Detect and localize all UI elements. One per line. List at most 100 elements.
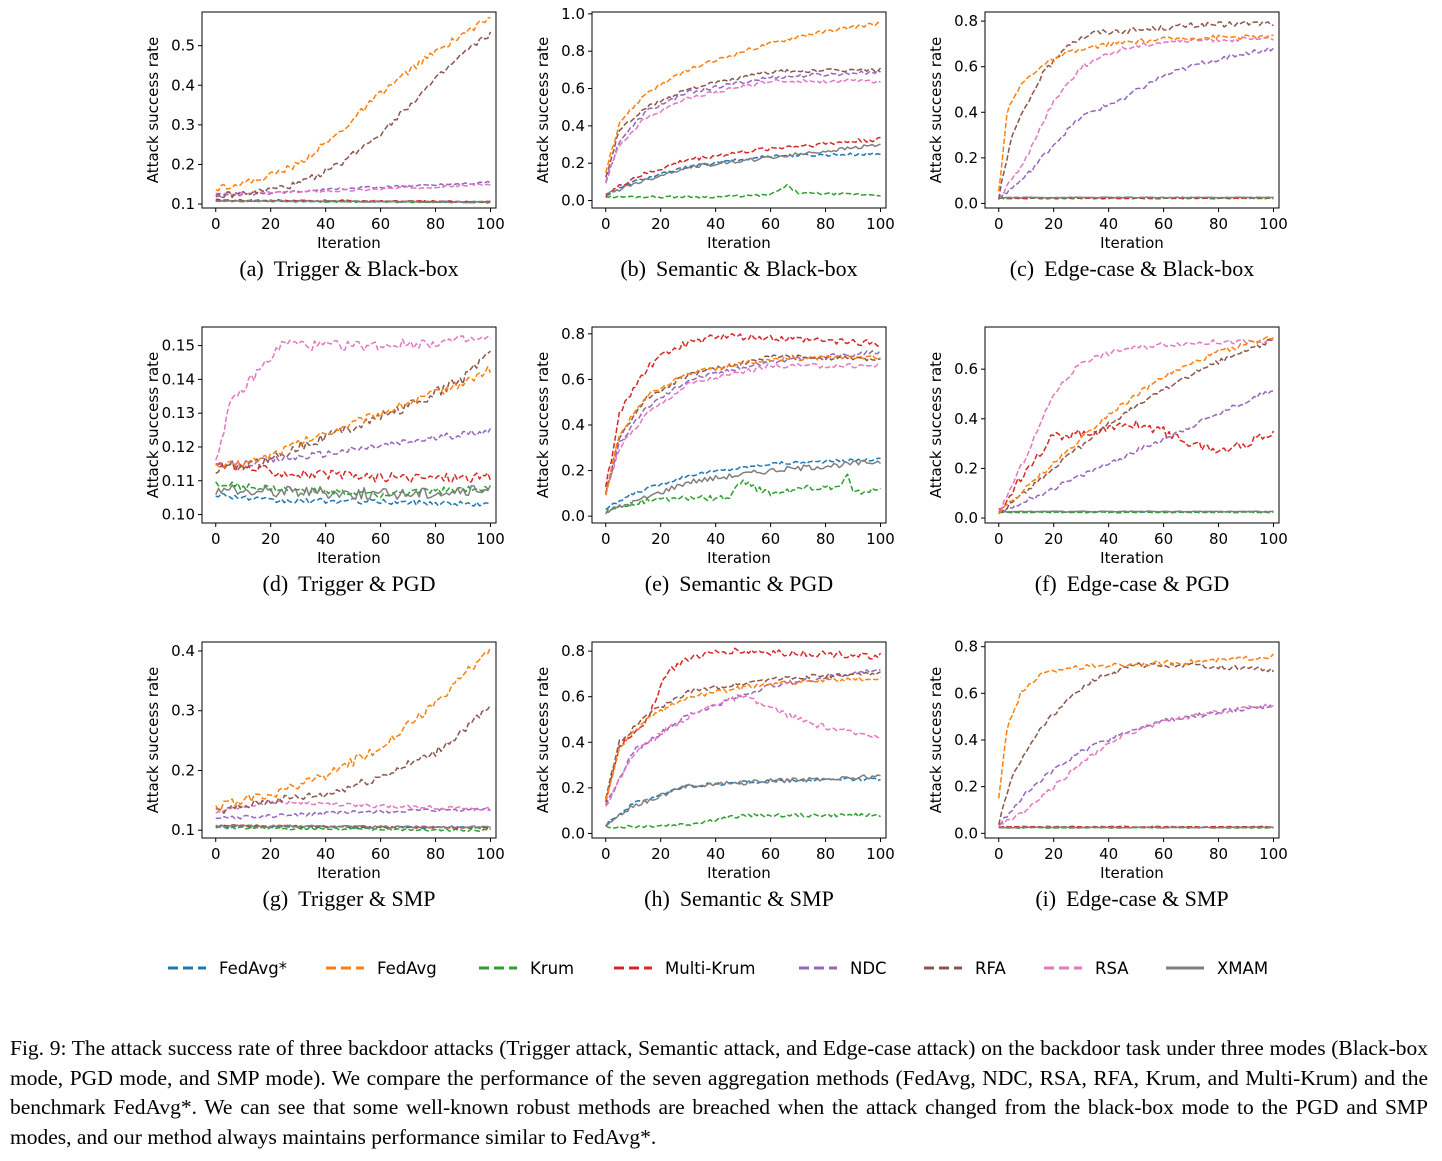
series-line-xmam xyxy=(998,510,1274,513)
x-tick-label: 80 xyxy=(816,215,835,233)
legend-item-fedavg: FedAvg xyxy=(326,959,437,978)
y-tick-label: 0.6 xyxy=(954,58,978,76)
subplot-f: 0 20 40 60 80 100 0.0 0.2 0.4 0.6 Iteration Attack … xyxy=(927,326,1288,596)
series-line-fedavg xyxy=(997,34,1274,192)
x-tick-label: 80 xyxy=(816,530,835,548)
series-line-rfa xyxy=(605,67,882,178)
subplot-caption: (e) Semantic & PGD xyxy=(645,571,833,596)
y-tick-label: 0.4 xyxy=(171,642,195,660)
figure-canvas: 0 20 40 60 80 100 0.1 0.2 0.3 0.4 0.5 Iteration Atta… xyxy=(144,5,1288,978)
plot-frame xyxy=(201,641,497,839)
y-axis-label: Attack success rate xyxy=(927,37,945,184)
x-tick-label: 60 xyxy=(1154,215,1173,233)
series-line-rfa xyxy=(998,338,1274,513)
series-line-rsa xyxy=(605,694,881,807)
series-line-fedavg-star xyxy=(605,152,881,196)
x-tick-label: 60 xyxy=(371,215,390,233)
y-tick-label: 0.0 xyxy=(954,824,978,842)
subplot-title: Edge-case & Black-box xyxy=(1044,256,1254,281)
subplot-caption: (i) Edge-case & SMP xyxy=(1035,886,1228,911)
series-line-rsa xyxy=(998,703,1274,827)
subplot-b: 0 20 40 60 80 100 0.0 0.2 0.4 0.6 0.8 1.0 Iteration A… xyxy=(534,5,895,281)
series-line-multi-krum xyxy=(605,136,881,198)
x-tick-label: 40 xyxy=(316,530,335,548)
series-line-ndc xyxy=(998,390,1274,515)
plot-frame xyxy=(984,11,1280,209)
y-tick-label: 0.4 xyxy=(954,731,978,749)
subplot-title: Trigger & Black-box xyxy=(274,256,459,281)
y-tick-label: 0.1 xyxy=(171,821,195,839)
y-tick-label: 0.8 xyxy=(954,638,978,656)
x-tick-label: 60 xyxy=(761,215,780,233)
series-line-rsa xyxy=(215,799,492,814)
subplot-title: Semantic & SMP xyxy=(680,886,834,911)
subplot-label: (i) xyxy=(1035,886,1056,911)
x-axis-label: Iteration xyxy=(1100,864,1164,882)
subplot-c: 0 20 40 60 80 100 0.0 0.2 0.4 0.6 0.8 Iteration Atta… xyxy=(927,11,1288,281)
y-axis-label: Attack success rate xyxy=(927,667,945,814)
series-line-multi-krum xyxy=(605,647,882,803)
y-axis-label: Attack success rate xyxy=(144,667,162,814)
y-axis-label: Attack success rate xyxy=(534,37,552,184)
x-tick-label: 40 xyxy=(1099,845,1118,863)
x-tick-label: 60 xyxy=(371,530,390,548)
series-group xyxy=(997,653,1275,829)
y-tick-label: 0.4 xyxy=(561,733,585,751)
x-tick-label: 100 xyxy=(1259,215,1288,233)
x-tick-label: 40 xyxy=(316,845,335,863)
series-line-rsa xyxy=(605,362,881,493)
subplot-caption: (c) Edge-case & Black-box xyxy=(1010,256,1255,281)
legend-label: RSA xyxy=(1095,959,1129,978)
plot-frame xyxy=(984,326,1280,524)
series-line-ndc xyxy=(215,428,492,468)
legend: FedAvg* FedAvg Krum Multi-Krum NDC RFA RSA XMAM xyxy=(168,959,1268,978)
x-axis-label: Iteration xyxy=(1100,234,1164,252)
x-axis-label: Iteration xyxy=(317,864,381,882)
x-tick-label: 40 xyxy=(1099,530,1118,548)
x-tick-label: 0 xyxy=(994,530,1004,548)
subplot-label: (e) xyxy=(645,571,669,596)
subplot-label: (h) xyxy=(644,886,670,911)
y-tick-label: 0.1 xyxy=(171,195,195,213)
x-tick-label: 80 xyxy=(426,215,445,233)
y-tick-label: 0.6 xyxy=(561,688,585,706)
series-line-krum xyxy=(605,473,881,515)
x-tick-label: 60 xyxy=(371,845,390,863)
y-tick-label: 0.3 xyxy=(171,116,195,134)
series-line-xmam xyxy=(215,484,492,500)
y-tick-label: 0.0 xyxy=(954,194,978,212)
series-line-ndc xyxy=(605,349,882,496)
series-line-rfa xyxy=(215,31,492,199)
series-line-rsa xyxy=(998,36,1274,201)
series-line-xmam xyxy=(998,196,1274,199)
x-tick-label: 60 xyxy=(761,530,780,548)
x-tick-label: 0 xyxy=(211,530,221,548)
y-tick-label: 0.10 xyxy=(162,506,195,524)
subplot-h: 0 20 40 60 80 100 0.0 0.2 0.4 0.6 0.8 Iteration Atta… xyxy=(534,641,895,911)
y-axis-label: Attack success rate xyxy=(534,352,552,499)
legend-item-krum: Krum xyxy=(479,959,574,978)
y-tick-label: 0.2 xyxy=(561,154,585,172)
legend-item-multi-krum: Multi-Krum xyxy=(614,959,755,978)
x-tick-label: 80 xyxy=(816,845,835,863)
series-line-krum xyxy=(605,812,881,829)
subplot-title: Trigger & SMP xyxy=(298,886,435,911)
x-tick-label: 20 xyxy=(261,530,280,548)
subplot-title: Trigger & PGD xyxy=(298,571,435,596)
x-tick-label: 100 xyxy=(866,845,895,863)
y-tick-label: 0.11 xyxy=(162,472,195,490)
x-tick-label: 100 xyxy=(476,215,505,233)
x-tick-label: 80 xyxy=(1209,530,1228,548)
y-tick-label: 0.8 xyxy=(561,642,585,660)
subplot-a: 0 20 40 60 80 100 0.1 0.2 0.3 0.4 0.5 Iteration Atta… xyxy=(144,11,505,281)
series-group xyxy=(604,332,882,515)
series-line-rfa xyxy=(605,671,881,799)
x-tick-label: 0 xyxy=(211,215,221,233)
x-axis-label: Iteration xyxy=(707,549,771,567)
y-tick-label: 0.12 xyxy=(162,438,195,456)
series-line-ndc xyxy=(605,69,881,183)
series-group xyxy=(215,646,492,833)
y-tick-label: 0.2 xyxy=(954,459,978,477)
series-line-rsa xyxy=(215,335,491,461)
x-tick-label: 0 xyxy=(211,845,221,863)
